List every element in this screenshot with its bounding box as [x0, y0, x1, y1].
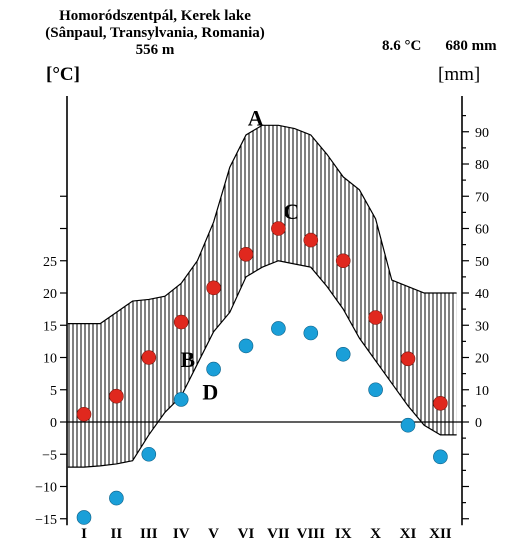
red-point [433, 395, 448, 411]
right-tick-label: 70 [475, 190, 489, 205]
blue-point [433, 449, 448, 465]
red-point [109, 388, 124, 404]
climate-stats: 8.6 °C 680 mm [382, 38, 521, 55]
annotation-label-a: A [248, 105, 264, 130]
hatched-band [67, 125, 457, 468]
left-axis-label: [°C] [46, 64, 80, 85]
annotation-label-d: D [202, 379, 218, 404]
blue-point [400, 417, 416, 433]
right-tick-label: 50 [475, 255, 489, 270]
right-tick-label: 10 [475, 384, 489, 399]
blue-point [368, 382, 383, 398]
right-tick-label: 20 [475, 352, 489, 367]
points-layer [76, 221, 448, 525]
annual-precipitation: 680 mm [445, 38, 497, 54]
blue-point [303, 325, 319, 341]
hatched-band-layer [67, 124, 457, 468]
blue-point [271, 321, 286, 336]
title-line-2: (Sânpaul, Transylvania, Romania) [45, 25, 265, 41]
title-line-1: Homoródszentpál, Kerek lake [59, 8, 251, 24]
red-point [76, 406, 92, 422]
right-tick-label: 40 [475, 287, 489, 302]
red-point [335, 253, 351, 269]
curve-b-line [67, 260, 457, 468]
right-tick-label: 90 [475, 126, 489, 141]
left-tick-label: −10 [35, 481, 57, 496]
left-tick-label: 0 [50, 416, 57, 431]
red-point [303, 232, 319, 248]
right-tick-label: 60 [475, 223, 489, 238]
curve-a-line [67, 124, 457, 325]
red-point [271, 221, 286, 236]
month-label: XI [400, 526, 417, 542]
red-point [141, 350, 157, 365]
right-tick-label: 0 [475, 416, 482, 431]
blue-point [206, 361, 221, 377]
left-tick-label: −5 [42, 448, 57, 463]
left-tick-label: 5 [50, 384, 57, 399]
left-tick-label: 10 [43, 352, 57, 367]
red-point [206, 280, 221, 296]
blue-point [335, 346, 351, 362]
red-point [400, 351, 416, 367]
blue-point [76, 510, 92, 525]
month-label: IX [335, 526, 352, 542]
red-point [173, 314, 189, 330]
left-tick-label: −15 [35, 513, 57, 528]
blue-point [109, 490, 124, 506]
left-tick-label: 20 [43, 287, 57, 302]
month-label: V [208, 526, 219, 542]
month-label: XII [429, 526, 452, 542]
blue-point [238, 338, 254, 354]
month-label: II [111, 526, 123, 542]
month-label: I [81, 526, 87, 542]
red-point [368, 310, 383, 325]
month-label: X [370, 526, 381, 542]
title-line-3: 556 m [135, 42, 175, 58]
chart-title: Homoródszentpál, Kerek lake (Sânpaul, Tr… [0, 8, 310, 59]
right-tick-label: 30 [475, 319, 489, 334]
left-tick-label: 15 [43, 319, 57, 334]
annotations-layer: A B C D [180, 105, 299, 404]
right-tick-label: 80 [475, 158, 489, 173]
month-label: III [140, 526, 158, 542]
blue-point [173, 392, 189, 407]
month-label: VI [238, 526, 255, 542]
left-tick-label: 25 [43, 255, 57, 270]
red-point [238, 247, 254, 262]
right-axis-label: [mm] [438, 64, 481, 85]
blue-point [141, 446, 157, 462]
annotation-label-b: B [180, 347, 195, 372]
month-label: VII [267, 526, 290, 542]
month-label: VIII [297, 526, 326, 542]
annotation-label-c: C [283, 199, 299, 224]
month-label: IV [173, 526, 190, 542]
mean-temperature: 8.6 °C [382, 38, 422, 54]
